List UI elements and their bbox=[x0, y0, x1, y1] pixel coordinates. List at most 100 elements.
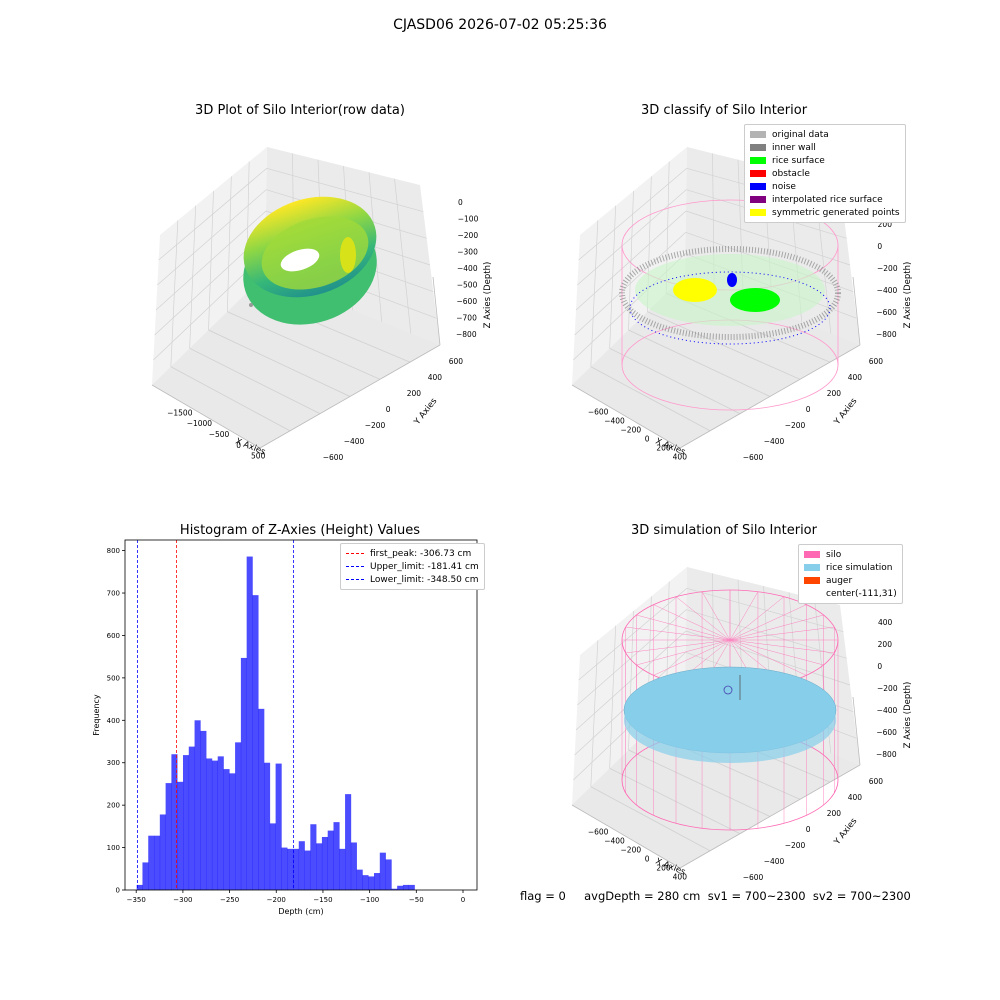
y-tick-label: 200 bbox=[827, 809, 842, 818]
rice-simulation-body bbox=[624, 677, 836, 763]
x-tick-label: −200 bbox=[621, 426, 642, 435]
histogram-bar bbox=[298, 841, 305, 890]
classify-plot-title: 3D classify of Silo Interior bbox=[640, 103, 808, 118]
histogram-bar bbox=[408, 884, 415, 890]
histogram-bar bbox=[252, 595, 259, 890]
histogram-bar bbox=[159, 814, 166, 890]
z-tick-label: 200 bbox=[878, 640, 893, 649]
z-axis-label: Z Axies (Depth) bbox=[483, 262, 493, 329]
histogram-bar bbox=[206, 758, 213, 890]
simulation-3d-plot: −600−400−20002004006004002000−200−400−60… bbox=[571, 567, 913, 882]
x-tick-label: −350 bbox=[127, 896, 146, 904]
legend-swatch bbox=[804, 564, 820, 571]
legend-entry: interpolated rice surface bbox=[750, 193, 900, 206]
legend-line bbox=[346, 579, 364, 580]
x-tick-label: −1000 bbox=[187, 419, 213, 428]
z-tick-label: −200 bbox=[458, 231, 479, 240]
z-tick-label: −400 bbox=[877, 706, 898, 715]
legend-entry: original data bbox=[750, 128, 900, 141]
histogram-bar bbox=[356, 869, 363, 890]
histogram-bar bbox=[211, 760, 219, 890]
status-footer: flag = 0 avgDepth = 280 cm sv1 = 700~230… bbox=[520, 889, 911, 903]
inner-wall-points bbox=[619, 246, 841, 340]
y-tick-label: 0 bbox=[806, 405, 811, 414]
raw-point-cloud bbox=[243, 196, 377, 325]
histogram-bar bbox=[339, 848, 346, 890]
legend-label: auger bbox=[826, 575, 853, 586]
x-tick-label: 400 bbox=[673, 453, 688, 462]
histogram-bar bbox=[235, 742, 242, 890]
histogram-bar bbox=[310, 824, 317, 890]
raw-3d-plot: −1500−1000−50005006004002000−200−400−600… bbox=[151, 147, 493, 462]
x-tick-label: −150 bbox=[313, 896, 332, 904]
y-tick-label: 600 bbox=[869, 777, 884, 786]
y-tick-label: −200 bbox=[785, 421, 806, 430]
legend-label: silo bbox=[826, 549, 842, 560]
y-axis-label: Frequency bbox=[92, 694, 101, 736]
legend-label: symmetric generated points bbox=[772, 207, 900, 218]
histogram-bar bbox=[321, 836, 329, 890]
y-axis-label: Y Axies bbox=[832, 816, 860, 848]
x-tick-label: 200 bbox=[656, 444, 671, 453]
histogram-title: Histogram of Z-Axies (Height) Values bbox=[179, 523, 421, 538]
y-tick-label: 800 bbox=[107, 547, 120, 555]
y-tick-label: 300 bbox=[107, 759, 120, 767]
legend-swatch bbox=[804, 590, 820, 597]
y-tick-label: 0 bbox=[806, 825, 811, 834]
legend-entry: obstacle bbox=[750, 167, 900, 180]
histogram-bar bbox=[304, 850, 311, 890]
legend-swatch bbox=[750, 131, 766, 138]
legend-entry: symmetric generated points bbox=[750, 206, 900, 219]
y-tick-label: 200 bbox=[107, 802, 120, 810]
legend-label: rice simulation bbox=[826, 562, 893, 573]
histogram-bar bbox=[327, 830, 334, 890]
x-tick-label: −400 bbox=[604, 837, 625, 846]
rice-surface-points bbox=[635, 254, 825, 326]
noise-cluster bbox=[727, 273, 737, 287]
histogram-bar bbox=[362, 875, 369, 890]
x-tick-label: 0 bbox=[645, 435, 650, 444]
z-tick-label: −600 bbox=[457, 297, 478, 306]
histogram-bar bbox=[223, 769, 230, 890]
legend-entry: noise bbox=[750, 180, 900, 193]
z-tick-label: −600 bbox=[876, 308, 897, 317]
z-axis-label: Z Axies (Depth) bbox=[903, 682, 913, 749]
x-tick-label: 0 bbox=[461, 896, 465, 904]
surface-gap bbox=[280, 248, 320, 272]
histogram-bar bbox=[287, 848, 294, 890]
histogram-bar bbox=[269, 823, 276, 890]
raw-plot-title: 3D Plot of Silo Interior(row data) bbox=[195, 103, 405, 118]
legend-swatch bbox=[804, 577, 820, 584]
legend-swatch bbox=[750, 157, 766, 164]
y-tick-label: 400 bbox=[107, 717, 120, 725]
z-tick-label: −700 bbox=[456, 314, 477, 323]
x-tick-label: −200 bbox=[267, 896, 286, 904]
histogram-bar bbox=[402, 884, 410, 890]
histogram-bar bbox=[292, 848, 300, 890]
z-tick-label: −800 bbox=[876, 750, 897, 759]
y-axis-label: Y Axies bbox=[832, 396, 860, 428]
center-marker bbox=[723, 685, 733, 695]
histogram-bar bbox=[374, 873, 381, 890]
histogram-bars bbox=[136, 556, 415, 890]
y-tick-label: 600 bbox=[449, 357, 464, 366]
z-tick-label: 0 bbox=[877, 242, 882, 251]
legend-label: original data bbox=[772, 129, 829, 140]
histogram-bar bbox=[246, 556, 253, 890]
histogram-bar bbox=[165, 783, 172, 890]
legend-label: noise bbox=[772, 181, 796, 192]
histogram-bar bbox=[136, 884, 143, 890]
y-tick-label: 400 bbox=[428, 373, 443, 382]
legend-label: Upper_limit: -181.41 cm bbox=[370, 561, 479, 572]
histogram-bar bbox=[350, 842, 357, 890]
y-tick-label: −400 bbox=[764, 437, 785, 446]
floor-pane-full bbox=[152, 275, 440, 448]
legend-swatch bbox=[750, 170, 766, 177]
histogram-bar bbox=[316, 843, 323, 890]
y-tick-label: −600 bbox=[323, 453, 344, 462]
legend-line bbox=[346, 553, 364, 554]
histogram-bar bbox=[264, 762, 271, 890]
histogram-bar bbox=[240, 657, 247, 890]
x-tick-label: 0 bbox=[645, 855, 650, 864]
legend-entry: rice simulation bbox=[804, 561, 897, 574]
